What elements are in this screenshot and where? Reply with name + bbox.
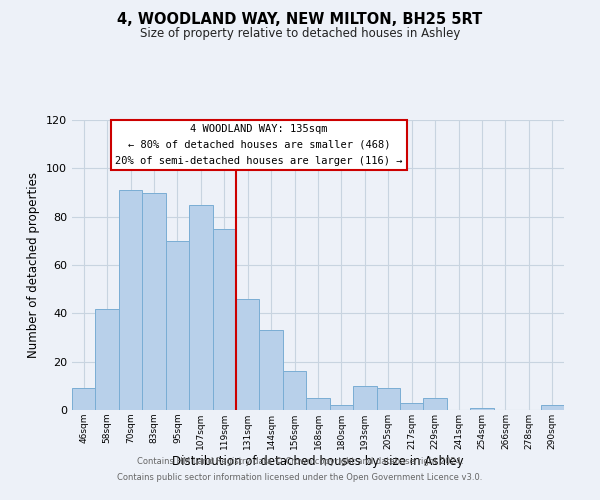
Bar <box>189 204 212 410</box>
Bar <box>95 308 119 410</box>
Bar <box>142 192 166 410</box>
Bar <box>72 388 95 410</box>
Bar <box>400 403 424 410</box>
Text: Size of property relative to detached houses in Ashley: Size of property relative to detached ho… <box>140 28 460 40</box>
Bar <box>377 388 400 410</box>
Bar <box>541 405 564 410</box>
Bar <box>259 330 283 410</box>
Y-axis label: Number of detached properties: Number of detached properties <box>28 172 40 358</box>
Text: 4, WOODLAND WAY, NEW MILTON, BH25 5RT: 4, WOODLAND WAY, NEW MILTON, BH25 5RT <box>118 12 482 28</box>
Bar <box>306 398 330 410</box>
Bar <box>166 241 189 410</box>
Text: Contains HM Land Registry data © Crown copyright and database right 2024.: Contains HM Land Registry data © Crown c… <box>137 458 463 466</box>
Bar <box>470 408 494 410</box>
Bar <box>236 299 259 410</box>
Bar <box>353 386 377 410</box>
Bar <box>424 398 447 410</box>
Bar <box>212 229 236 410</box>
Bar <box>330 405 353 410</box>
Text: Contains public sector information licensed under the Open Government Licence v3: Contains public sector information licen… <box>118 472 482 482</box>
X-axis label: Distribution of detached houses by size in Ashley: Distribution of detached houses by size … <box>172 454 464 468</box>
Text: 4 WOODLAND WAY: 135sqm
← 80% of detached houses are smaller (468)
20% of semi-de: 4 WOODLAND WAY: 135sqm ← 80% of detached… <box>115 124 403 166</box>
Bar <box>283 372 306 410</box>
Bar <box>119 190 142 410</box>
